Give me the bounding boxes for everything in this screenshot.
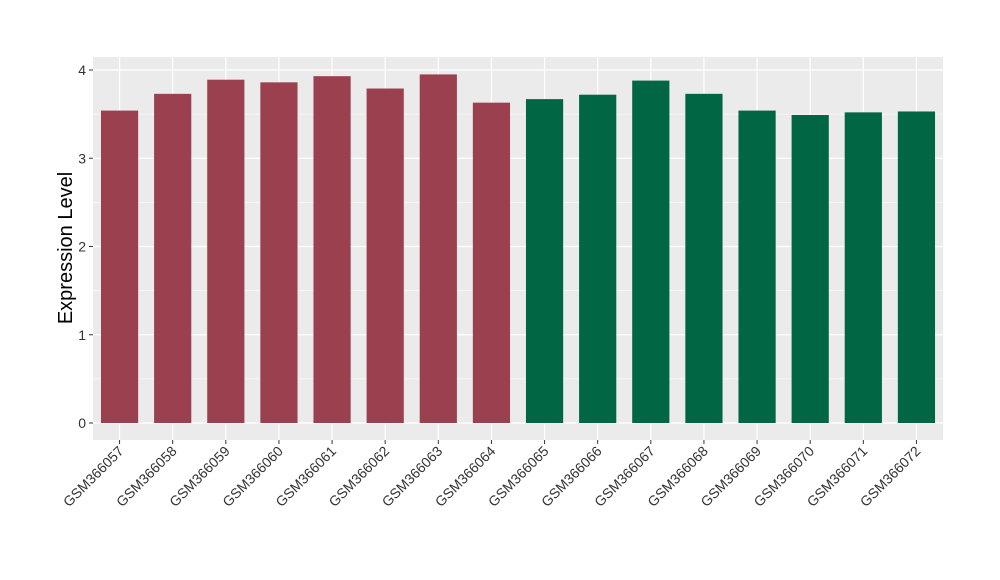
y-axis: 0 1 2 3 4 <box>78 62 93 431</box>
bars <box>100 74 936 424</box>
bar-GSM366064 <box>472 102 511 423</box>
x-axis: GSM366057GSM366058GSM366059GSM366060GSM3… <box>60 440 924 510</box>
y-tick-label: 4 <box>78 62 86 78</box>
bar-GSM366062 <box>366 88 404 423</box>
bar-GSM366070 <box>791 115 829 423</box>
bar-GSM366059 <box>207 79 245 424</box>
bar-GSM366065 <box>525 99 564 423</box>
bar-GSM366069 <box>738 110 776 423</box>
bar-GSM366063 <box>419 74 457 423</box>
bar-GSM366057 <box>100 110 139 423</box>
bar-GSM366071 <box>844 112 882 424</box>
y-tick-label: 2 <box>78 239 86 255</box>
bar-GSM366058 <box>154 93 192 423</box>
bar-GSM366067 <box>632 80 670 423</box>
y-tick-label: 3 <box>78 150 86 166</box>
bar-GSM366066 <box>579 94 617 424</box>
y-tick-label: 0 <box>78 415 86 431</box>
y-axis-title: Expression Level <box>55 172 77 324</box>
bar-GSM366072 <box>897 111 936 423</box>
bar-GSM366060 <box>260 82 298 423</box>
y-tick-label: 1 <box>78 327 86 343</box>
bar-GSM366068 <box>685 93 723 423</box>
bar-GSM366061 <box>313 76 351 424</box>
